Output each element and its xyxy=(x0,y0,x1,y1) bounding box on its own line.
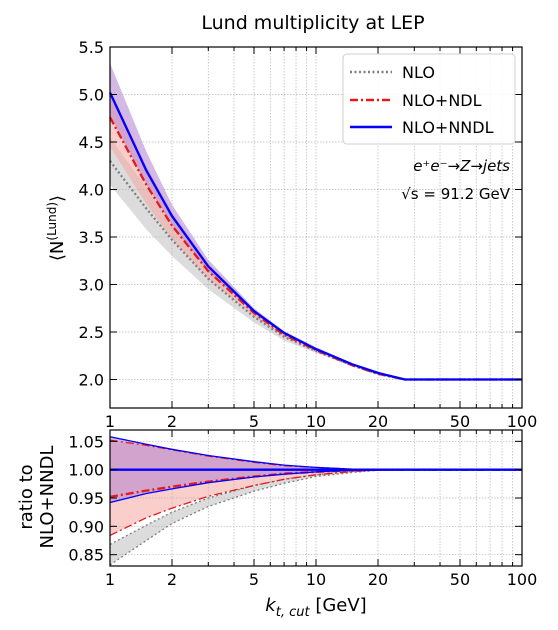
ratio-ticks xyxy=(109,430,523,566)
ratio-y-tick-label-1: 0.90 xyxy=(68,517,104,536)
ratio-y-tick-label-2: 0.95 xyxy=(68,489,104,508)
main-y-tick-label-3: 3.5 xyxy=(79,228,104,247)
main-x-tick-label-3: 10 xyxy=(306,412,326,431)
ratio-panel: 0.85 0.90 0.95 1.00 1.05 1 2 5 10 20 50 100 ratio … xyxy=(16,429,537,620)
ratio-line-1-low xyxy=(109,469,522,536)
main-ticks xyxy=(109,46,523,408)
ratio-x-tick-label-5: 50 xyxy=(450,570,470,589)
ratio-x-tick-label-0: 1 xyxy=(105,570,115,589)
legend-label-nlo-ndl: NLO+NDL xyxy=(402,91,482,110)
ratio-x-tick-label-2: 5 xyxy=(249,570,259,589)
main-x-tick-label-4: 20 xyxy=(368,412,388,431)
main-y-axis-label: ⟨N(Lund)⟩ xyxy=(45,195,68,261)
ratio-x-tick-label-4: 20 xyxy=(368,570,388,589)
chart-title: Lund multiplicity at LEP xyxy=(201,12,424,34)
ratio-y-axis-label-line1: ratio to xyxy=(16,464,37,529)
main-panel: 2.0 2.5 3.0 3.5 4.0 4.5 5.0 5.5 1 2 5 10 20 50 100 ⟨N… xyxy=(45,38,537,431)
main-y-tick-label-6: 5.0 xyxy=(79,86,104,105)
process-annotation: e⁺e⁻→Z→jets xyxy=(413,157,510,175)
ratio-x-tick-label-6: 100 xyxy=(507,570,538,589)
ratio-x-tick-label-3: 10 xyxy=(306,570,326,589)
main-y-tick-label-2: 3.0 xyxy=(79,276,104,295)
main-line-2-central xyxy=(108,92,522,381)
x-axis-label: kt, cut [GeV] xyxy=(265,595,366,620)
ratio-x-tick-label-1: 2 xyxy=(167,570,177,589)
ratio-y-tick-label-0: 0.85 xyxy=(68,546,104,565)
energy-annotation: √s = 91.2 GeV xyxy=(401,185,510,203)
main-x-tick-label-2: 5 xyxy=(249,412,259,431)
ratio-y-tick-labels: 0.85 0.90 0.95 1.00 1.05 xyxy=(68,432,104,564)
ratio-y-tick-label-3: 1.00 xyxy=(68,461,104,480)
legend-label-nlo-nndl: NLO+NNDL xyxy=(402,118,494,137)
main-x-tick-label-1: 2 xyxy=(167,412,177,431)
main-y-tick-label-4: 4.0 xyxy=(79,181,104,200)
ratio-y-axis-label-line2: NLO+NNDL xyxy=(37,446,58,549)
main-y-tick-labels: 2.0 2.5 3.0 3.5 4.0 4.5 5.0 5.5 xyxy=(79,38,104,390)
ratio-lines xyxy=(109,436,522,566)
main-x-tick-labels: 1 2 5 10 20 50 100 xyxy=(105,412,537,431)
main-y-tick-label-5: 4.5 xyxy=(79,133,104,152)
ratio-x-tick-labels: 1 2 5 10 20 50 100 xyxy=(105,570,537,589)
main-x-tick-label-0: 1 xyxy=(105,412,115,431)
ratio-y-tick-label-4: 1.05 xyxy=(68,432,104,451)
legend-label-nlo: NLO xyxy=(402,63,435,82)
ratio-bands xyxy=(110,436,522,565)
legend: NLO NLO+NDL NLO+NNDL xyxy=(342,53,516,145)
main-lines xyxy=(108,92,522,381)
main-x-tick-label-5: 50 xyxy=(450,412,470,431)
legend-box xyxy=(342,53,516,145)
main-y-tick-label-7: 5.5 xyxy=(79,38,104,57)
main-y-tick-label-0: 2.0 xyxy=(79,371,104,390)
main-bands xyxy=(110,63,522,380)
main-y-tick-label-1: 2.5 xyxy=(79,323,104,342)
main-x-tick-label-6: 100 xyxy=(507,412,538,431)
